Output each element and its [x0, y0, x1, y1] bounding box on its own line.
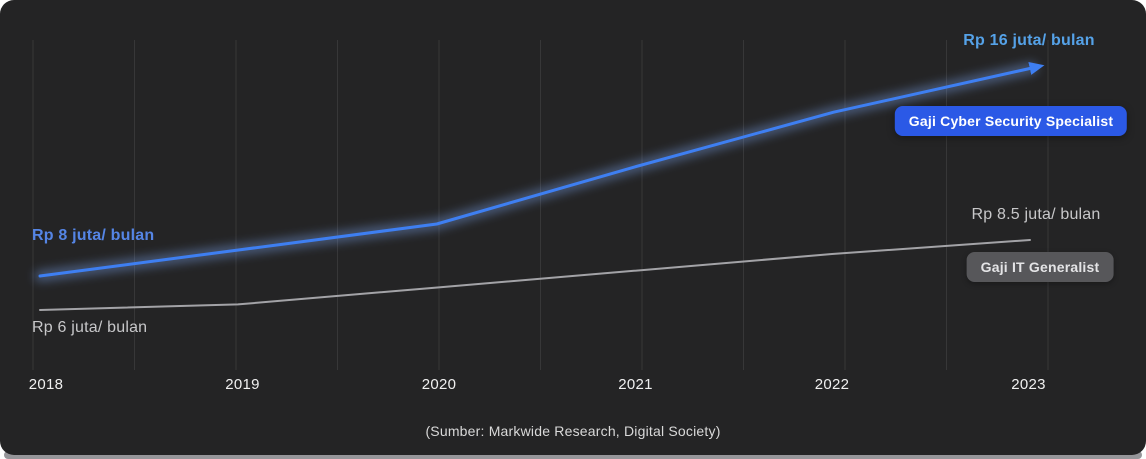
cyber-end-value-label: Rp 16 juta/ bulan: [963, 32, 1095, 49]
x-tick-label: 2022: [814, 376, 850, 393]
x-tick-label: 2023: [1011, 376, 1046, 393]
x-tick-label: 2021: [618, 376, 653, 393]
it-start-value-label: Rp 6 juta/ bulan: [32, 319, 148, 336]
x-axis: 2018 2019 2020 2021 2022 2023: [0, 376, 1146, 396]
source-caption: (Sumber: Markwide Research, Digital Soci…: [425, 423, 721, 439]
series-lines: [34, 62, 1045, 311]
x-tick-label: 2020: [421, 376, 457, 393]
gridlines: [32, 40, 1049, 370]
cyber-series-badge: Gaji Cyber Security Specialist: [894, 106, 1128, 136]
series-line-it: [39, 239, 1031, 311]
it-end-value-label: Rp 8.5 juta/ bulan: [971, 206, 1101, 223]
series-line-cyber: [38, 62, 1045, 278]
cyber-start-value-label: Rp 8 juta/ bulan: [32, 227, 155, 244]
bottom-strip: [4, 451, 1142, 459]
it-series-badge: Gaji IT Generalist: [966, 252, 1114, 282]
line-glow: [34, 62, 1038, 282]
x-tick-label: 2019: [225, 376, 260, 393]
x-tick-label: 2018: [28, 376, 64, 393]
